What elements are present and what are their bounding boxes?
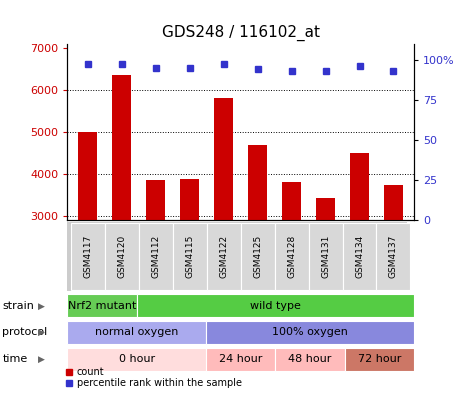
Bar xyxy=(275,348,345,371)
Text: ▶: ▶ xyxy=(39,355,45,364)
Bar xyxy=(384,185,403,220)
Text: GSM4134: GSM4134 xyxy=(355,235,364,278)
Text: 100% oxygen: 100% oxygen xyxy=(272,327,348,337)
Text: GSM4131: GSM4131 xyxy=(321,235,330,278)
Text: ▶: ▶ xyxy=(39,301,45,310)
Text: protocol: protocol xyxy=(2,327,47,337)
Bar xyxy=(173,223,206,290)
Text: wild type: wild type xyxy=(250,301,301,311)
Bar xyxy=(377,223,411,290)
Bar xyxy=(71,223,105,290)
Bar xyxy=(206,348,275,371)
Bar xyxy=(214,98,233,220)
Text: 0 hour: 0 hour xyxy=(119,354,155,364)
Bar xyxy=(180,179,199,220)
Title: GDS248 / 116102_at: GDS248 / 116102_at xyxy=(162,25,319,41)
Text: ▶: ▶ xyxy=(39,328,45,337)
Text: 48 hour: 48 hour xyxy=(288,354,332,364)
Text: normal oxygen: normal oxygen xyxy=(95,327,179,337)
Text: GSM4125: GSM4125 xyxy=(253,235,262,278)
Bar xyxy=(139,223,173,290)
Bar xyxy=(206,223,241,290)
Text: GSM4115: GSM4115 xyxy=(185,235,194,278)
Text: GSM4122: GSM4122 xyxy=(219,235,228,278)
Bar xyxy=(343,223,377,290)
Text: Nrf2 mutant: Nrf2 mutant xyxy=(68,301,136,311)
Text: percentile rank within the sample: percentile rank within the sample xyxy=(77,378,242,388)
Text: 72 hour: 72 hour xyxy=(358,354,401,364)
Bar xyxy=(241,223,275,290)
Bar xyxy=(309,223,343,290)
Bar xyxy=(105,223,139,290)
Text: GSM4128: GSM4128 xyxy=(287,235,296,278)
Text: GSM4137: GSM4137 xyxy=(389,235,398,278)
Bar xyxy=(350,153,369,220)
Bar xyxy=(206,321,414,344)
Bar xyxy=(67,294,137,318)
Bar xyxy=(248,145,267,220)
Bar xyxy=(79,131,97,220)
Text: GSM4117: GSM4117 xyxy=(83,235,93,278)
Text: count: count xyxy=(77,367,104,377)
Bar xyxy=(67,348,206,371)
Bar xyxy=(282,183,301,220)
Bar xyxy=(316,198,335,220)
Text: time: time xyxy=(2,354,27,364)
Text: GSM4120: GSM4120 xyxy=(117,235,126,278)
Text: strain: strain xyxy=(2,301,34,311)
Bar xyxy=(146,180,165,220)
Text: GSM4112: GSM4112 xyxy=(151,235,160,278)
Bar xyxy=(67,321,206,344)
Text: 24 hour: 24 hour xyxy=(219,354,262,364)
Bar xyxy=(137,294,414,318)
Bar xyxy=(345,348,414,371)
Bar xyxy=(275,223,309,290)
Bar xyxy=(113,75,131,220)
